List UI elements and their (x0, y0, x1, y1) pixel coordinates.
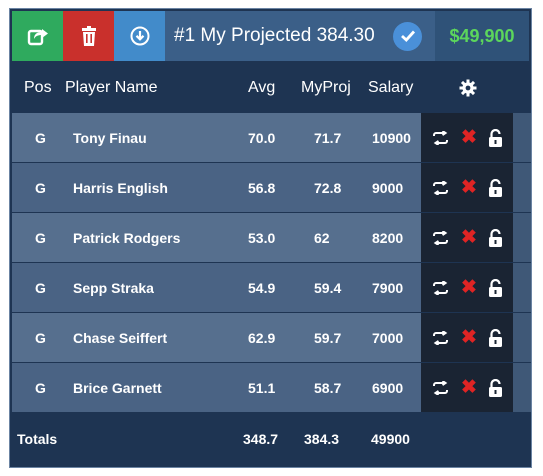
remove-x-icon[interactable]: ✖ (461, 377, 477, 398)
row-scroll-strip (513, 163, 531, 212)
unlock-icon[interactable] (488, 228, 503, 247)
check-circle-icon (393, 21, 422, 51)
table-row[interactable]: G Patrick Rodgers 53.0 62 8200 ✖ (12, 213, 531, 262)
row-scroll-strip (513, 363, 531, 412)
player-salary: 6900 (372, 379, 404, 396)
row-actions: ✖ (421, 363, 513, 412)
row-scroll-strip (513, 213, 531, 262)
download-button[interactable] (114, 11, 165, 61)
remove-x-icon[interactable]: ✖ (461, 327, 477, 348)
unlock-icon[interactable] (488, 328, 503, 347)
lineup-panel: #1 My Projected 384.30 $49,900 Pos Playe… (9, 8, 532, 468)
player-list: G Tony Finau 70.0 71.7 10900 ✖ G Harris English… (12, 113, 531, 413)
player-name[interactable]: Harris English (73, 179, 168, 196)
player-salary: 7000 (372, 329, 404, 346)
unlock-icon[interactable] (488, 128, 503, 147)
player-name[interactable]: Sepp Straka (73, 279, 154, 296)
player-pos: G (35, 329, 46, 346)
remove-x-icon[interactable]: ✖ (461, 177, 477, 198)
player-salary: 7900 (372, 279, 404, 296)
lineup-title: #1 My Projected 384.30 (174, 25, 375, 46)
swap-icon[interactable] (431, 280, 450, 295)
table-row[interactable]: G Sepp Straka 54.9 59.4 7900 ✖ (12, 263, 531, 312)
row-actions: ✖ (421, 163, 513, 212)
player-myproj[interactable]: 72.8 (314, 179, 342, 196)
row-scroll-strip (513, 263, 531, 312)
header-player-name[interactable]: Player Name (65, 79, 158, 96)
header-myproj[interactable]: MyProj (301, 79, 351, 96)
gear-icon (459, 79, 477, 97)
lineup-toolbar: #1 My Projected 384.30 $49,900 (12, 11, 529, 61)
player-avg: 56.8 (248, 179, 276, 196)
player-myproj[interactable]: 58.7 (314, 379, 342, 396)
swap-icon[interactable] (431, 230, 450, 245)
remove-x-icon[interactable]: ✖ (461, 277, 477, 298)
swap-icon[interactable] (431, 330, 450, 345)
player-pos: G (35, 179, 46, 196)
player-avg: 70.0 (248, 129, 276, 146)
row-actions: ✖ (421, 263, 513, 312)
player-pos: G (35, 129, 46, 146)
unlock-icon[interactable] (488, 378, 503, 397)
table-row[interactable]: G Chase Seiffert 62.9 59.7 7000 ✖ (12, 313, 531, 362)
unlock-icon[interactable] (488, 278, 503, 297)
unlock-icon[interactable] (488, 178, 503, 197)
player-salary: 8200 (372, 229, 404, 246)
remove-x-icon[interactable]: ✖ (461, 127, 477, 148)
swap-icon[interactable] (431, 130, 450, 145)
player-pos: G (35, 279, 46, 296)
row-scroll-strip (513, 313, 531, 362)
swap-icon[interactable] (431, 180, 450, 195)
table-row[interactable]: G Tony Finau 70.0 71.7 10900 ✖ (12, 113, 531, 162)
swap-icon[interactable] (431, 380, 450, 395)
player-name[interactable]: Tony Finau (73, 129, 147, 146)
delete-button[interactable] (63, 11, 114, 61)
player-name[interactable]: Chase Seiffert (73, 329, 168, 346)
row-scroll-strip (513, 113, 531, 162)
player-name[interactable]: Patrick Rodgers (73, 229, 181, 246)
player-myproj[interactable]: 62 (314, 229, 330, 246)
totals-row: Totals 348.7 384.3 49900 (12, 414, 529, 464)
row-actions: ✖ (421, 113, 513, 162)
salary-total: $49,900 (435, 11, 529, 61)
trash-icon (81, 26, 97, 46)
player-avg: 53.0 (248, 229, 276, 246)
header-avg[interactable]: Avg (248, 79, 276, 96)
table-header: Pos Player Name Avg MyProj Salary (12, 64, 529, 112)
row-actions: ✖ (421, 213, 513, 262)
totals-avg: 348.7 (243, 431, 279, 447)
table-row[interactable]: G Brice Garnett 51.1 58.7 6900 ✖ (12, 363, 531, 412)
table-row[interactable]: G Harris English 56.8 72.8 9000 ✖ (12, 163, 531, 212)
export-button[interactable] (12, 11, 63, 61)
player-avg: 54.9 (248, 279, 276, 296)
totals-label: Totals (17, 431, 58, 447)
player-avg: 62.9 (248, 329, 276, 346)
player-myproj[interactable]: 59.7 (314, 329, 342, 346)
player-name[interactable]: Brice Garnett (73, 379, 162, 396)
player-salary: 10900 (372, 129, 411, 146)
player-pos: G (35, 229, 46, 246)
row-actions: ✖ (421, 313, 513, 362)
header-salary[interactable]: Salary (368, 79, 414, 96)
lineup-status (393, 11, 435, 61)
download-icon (130, 26, 150, 46)
totals-salary: 49900 (371, 431, 410, 447)
totals-myproj: 384.3 (304, 431, 340, 447)
player-pos: G (35, 379, 46, 396)
player-myproj[interactable]: 59.4 (314, 279, 342, 296)
player-salary: 9000 (372, 179, 404, 196)
remove-x-icon[interactable]: ✖ (461, 227, 477, 248)
export-icon (27, 26, 49, 46)
player-avg: 51.1 (248, 379, 276, 396)
header-pos[interactable]: Pos (24, 79, 52, 96)
player-myproj[interactable]: 71.7 (314, 129, 342, 146)
settings-button[interactable] (459, 64, 477, 112)
